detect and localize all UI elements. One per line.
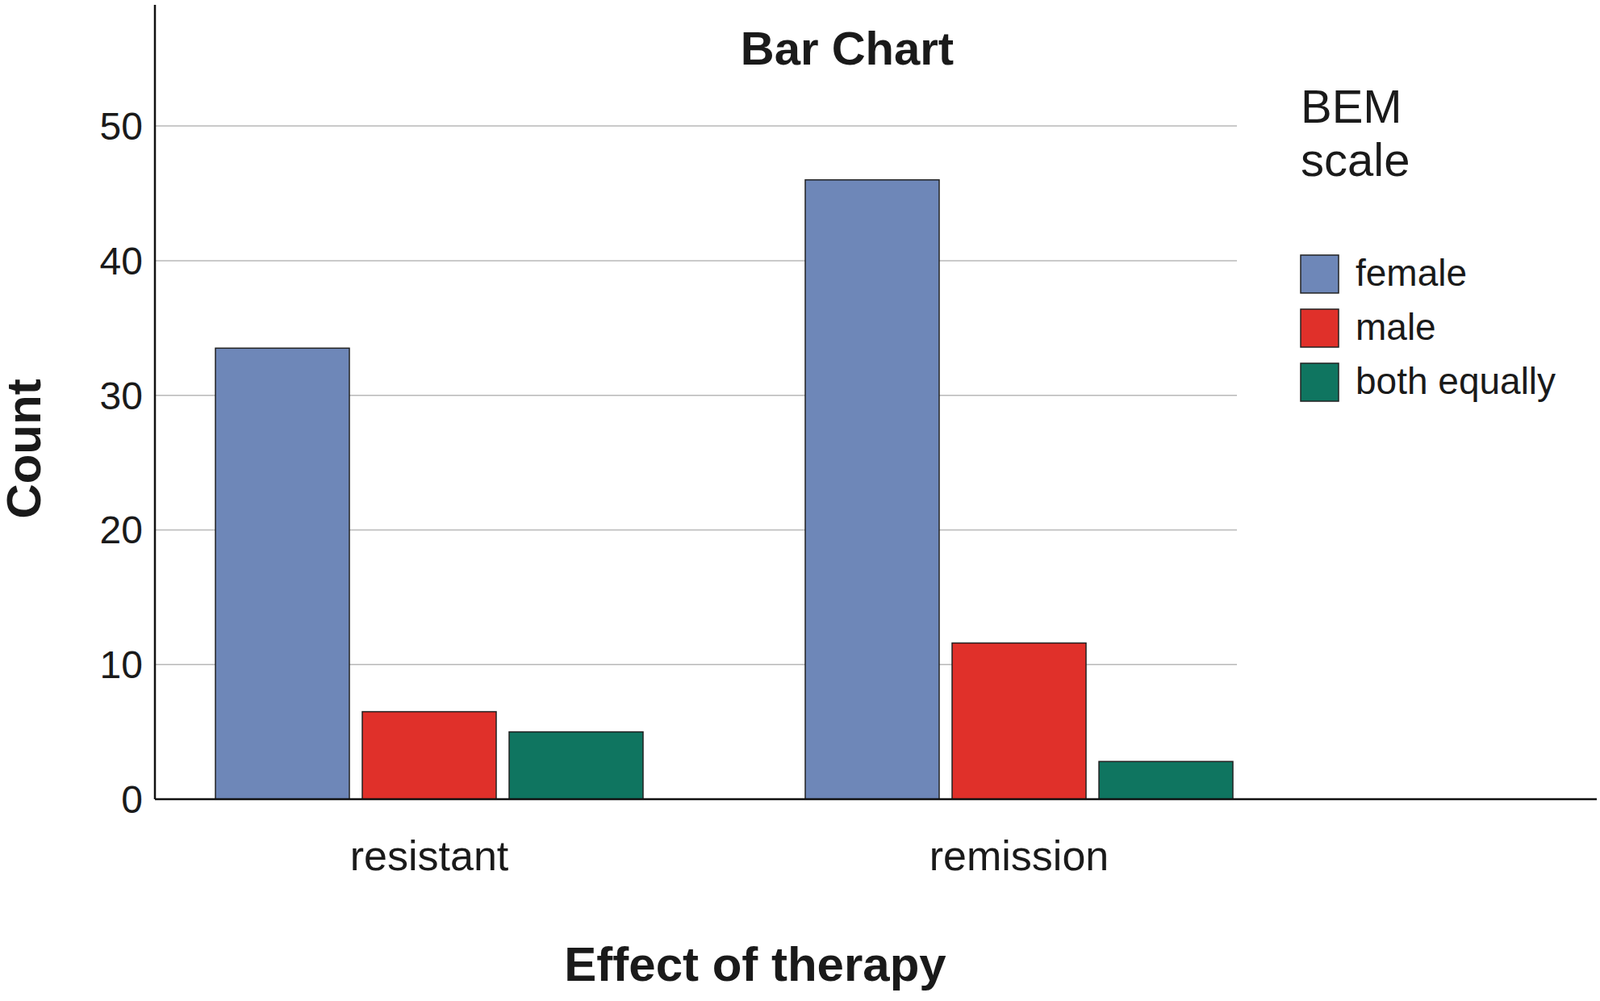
y-tick-label: 50: [100, 104, 143, 148]
y-tick-label: 40: [100, 239, 143, 283]
bar: [805, 179, 940, 799]
y-axis: [154, 4, 157, 799]
x-axis: [154, 797, 1597, 801]
legend-title: BEMscale: [1300, 79, 1410, 186]
legend-title-line: BEM: [1300, 79, 1403, 133]
bars: [215, 179, 1233, 799]
legend-swatch: [1300, 363, 1339, 402]
y-tick-label: 20: [100, 508, 143, 552]
y-axis-label: Count: [0, 378, 51, 519]
grid-line: [154, 125, 1237, 127]
legend-label: female: [1355, 251, 1467, 294]
bar: [215, 347, 350, 799]
x-tick-label: remission: [929, 831, 1110, 879]
legend-label: male: [1355, 305, 1437, 348]
y-tick-label: 0: [121, 777, 143, 821]
legend-swatch: [1300, 254, 1339, 293]
x-tick-label: resistant: [350, 831, 510, 879]
grid-line: [154, 259, 1237, 262]
bar: [1098, 760, 1233, 799]
title: Bar Chart: [740, 21, 954, 75]
bar: [362, 711, 497, 799]
bar: [509, 731, 644, 799]
y-tick-label: 10: [100, 643, 143, 686]
legend-title-line: scale: [1300, 133, 1410, 186]
x-axis-label: Effect of therapy: [563, 936, 947, 991]
legend-swatch: [1300, 309, 1339, 347]
bar: [952, 643, 1087, 799]
chart: 0 10 20 30 40 50 resistant remission Bar Chart Ef…: [0, 0, 1600, 1001]
y-tick-label: 30: [100, 374, 143, 418]
legend-label: both equally: [1355, 359, 1556, 402]
